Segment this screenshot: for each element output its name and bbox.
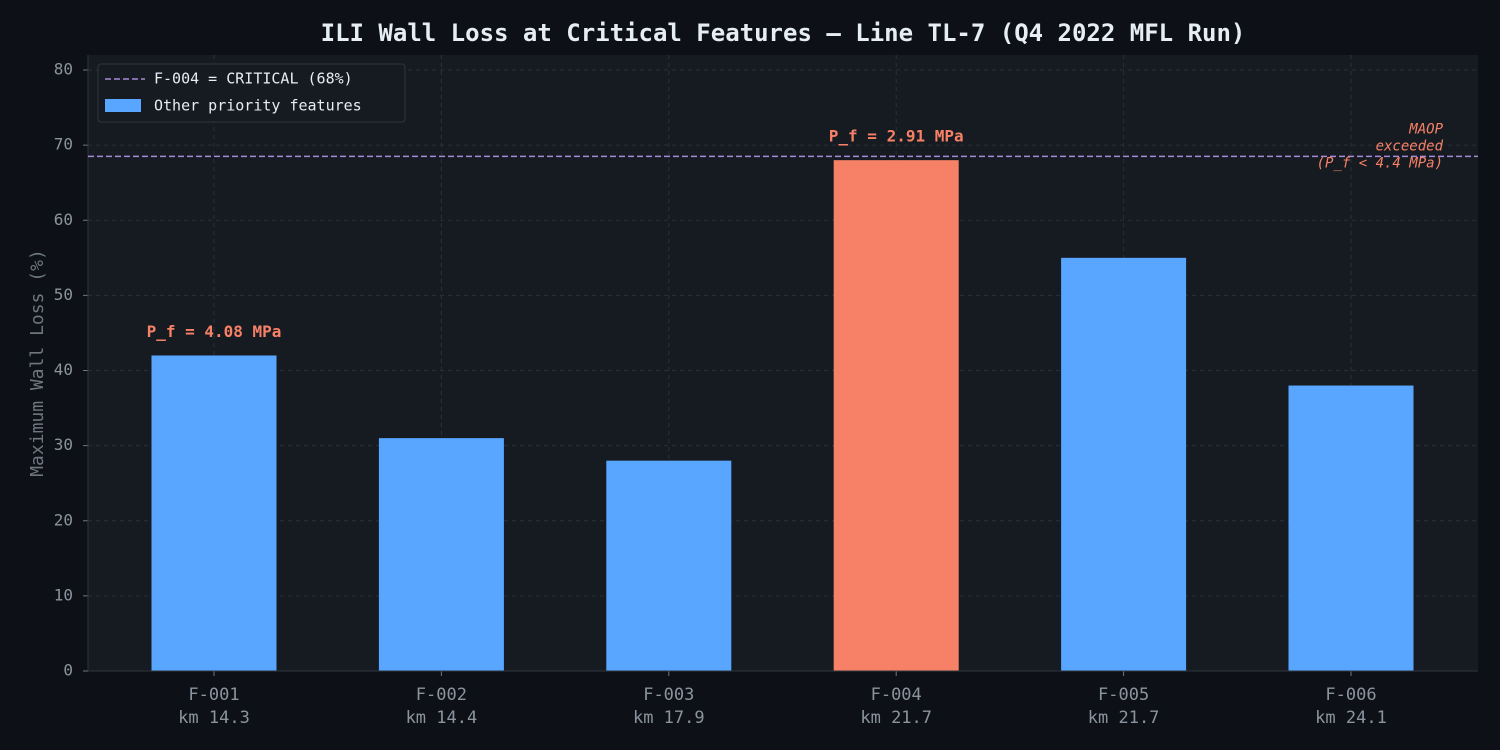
bar-label: P_f = 4.08 MPa [147,322,282,341]
y-tick-label: 30 [54,435,73,454]
bar [833,160,959,672]
x-tick-sublabel: km 14.3 [178,708,250,728]
x-tick-label: F-002 [416,685,467,705]
x-tick-sublabel: km 14.4 [406,708,478,728]
y-tick-label: 70 [54,135,73,154]
x-tick-label: F-005 [1098,685,1149,705]
chart-title: ILI Wall Loss at Critical Features — Lin… [321,19,1246,47]
threshold-note: (P_f < 4.4 MPa) [1317,155,1443,171]
legend-patch [105,99,141,112]
bar-label: P_f = 2.91 MPa [829,127,964,146]
bar [606,460,732,671]
legend-label: F-004 = CRITICAL (68%) [154,70,353,88]
y-tick-label: 20 [54,510,73,529]
y-tick-label: 40 [54,360,73,379]
plot-area [88,55,1478,671]
y-tick-label: 60 [54,210,73,229]
bar [151,355,277,671]
y-tick-label: 80 [54,60,73,79]
legend-box [97,63,406,123]
bar [378,438,504,671]
x-tick-sublabel: km 24.1 [1315,708,1387,728]
x-tick-sublabel: km 17.9 [633,708,705,728]
bar [1288,385,1414,671]
y-tick-label: 50 [54,285,73,304]
y-tick-label: 10 [54,585,73,604]
threshold-note: MAOP [1408,121,1443,137]
x-tick-label: F-004 [871,685,922,705]
x-tick-label: F-006 [1325,685,1376,705]
bar [1061,257,1187,671]
x-tick-label: F-001 [188,685,239,705]
legend-label: Other priority features [154,97,362,115]
y-axis-label: Maximum Wall Loss (%) [27,249,48,477]
x-tick-label: F-003 [643,685,694,705]
x-tick-sublabel: km 21.7 [1088,708,1160,728]
y-tick-label: 0 [63,661,73,680]
threshold-note: exceeded [1376,138,1444,154]
x-tick-sublabel: km 21.7 [860,708,932,728]
